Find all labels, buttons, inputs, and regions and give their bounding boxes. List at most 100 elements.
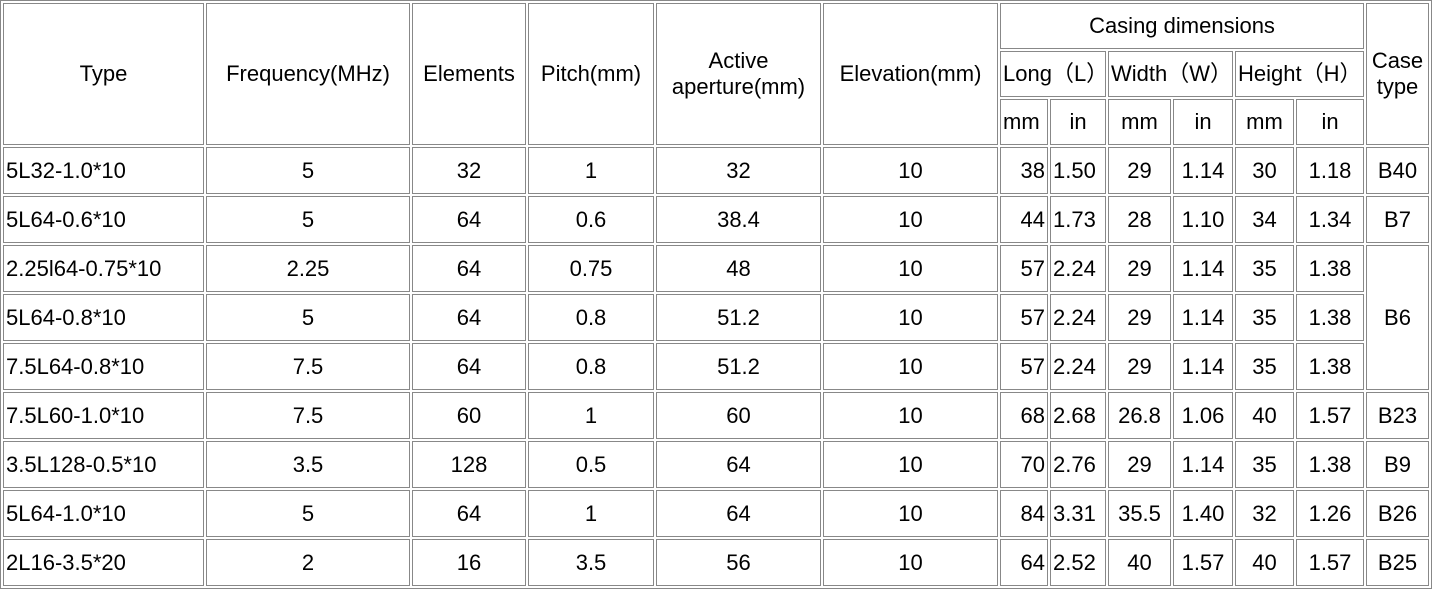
table-cell: 2.24 [1050, 294, 1106, 341]
table-cell: 10 [823, 196, 998, 243]
table-cell: 35 [1235, 245, 1294, 292]
table-cell: 5 [206, 147, 410, 194]
table-cell: 1.26 [1296, 490, 1364, 537]
table-row: 2L16-3.5*20 2 16 3.5 56 10 64 2.52 40 1.57 40 1.57 B… [3, 539, 1429, 586]
table-cell: 0.8 [528, 343, 654, 390]
table-cell: 57 [1000, 245, 1048, 292]
table-cell: 35 [1235, 294, 1294, 341]
table-cell: 1.38 [1296, 294, 1364, 341]
table-cell: 60 [656, 392, 821, 439]
header-cell: Pitch(mm) [528, 3, 654, 145]
unit-header: in [1296, 99, 1364, 145]
table-cell: 1.38 [1296, 441, 1364, 488]
table-row: 7.5L64-0.8*10 7.5 64 0.8 51.2 10 57 2.24 29 1.14 3… [3, 343, 1429, 390]
table-cell: 1 [528, 147, 654, 194]
header-cell: Long（L） [1000, 51, 1106, 97]
table-cell: 57 [1000, 343, 1048, 390]
unit-header: mm [1235, 99, 1294, 145]
header-cell: Elements [412, 3, 526, 145]
header-cell: Casing dimensions [1000, 3, 1364, 49]
header-cell: Active aperture(mm) [656, 3, 821, 145]
header-cell: Width（W） [1108, 51, 1233, 97]
table-cell: 28 [1108, 196, 1171, 243]
header-cell: Type [3, 3, 204, 145]
table-cell: 64 [656, 441, 821, 488]
table-cell: 10 [823, 245, 998, 292]
table-cell: 1.57 [1296, 392, 1364, 439]
table-row: 3.5L128-0.5*10 3.5 128 0.5 64 10 70 2.76 29 1.14 3… [3, 441, 1429, 488]
table-cell: 34 [1235, 196, 1294, 243]
table-cell: 38.4 [656, 196, 821, 243]
table-cell: 1.57 [1173, 539, 1233, 586]
table-cell: B9 [1366, 441, 1429, 488]
table-cell: B23 [1366, 392, 1429, 439]
table-cell: 10 [823, 294, 998, 341]
table-cell: 1.38 [1296, 245, 1364, 292]
table-cell: 35 [1235, 343, 1294, 390]
table-cell: 5 [206, 196, 410, 243]
table-cell: 1.57 [1296, 539, 1364, 586]
unit-header: mm [1000, 99, 1048, 145]
table-cell: 1.34 [1296, 196, 1364, 243]
table-cell: 64 [412, 294, 526, 341]
table-cell: 1.14 [1173, 245, 1233, 292]
table-cell: 32 [412, 147, 526, 194]
table-cell: 2.68 [1050, 392, 1106, 439]
table-cell: B40 [1366, 147, 1429, 194]
table-cell: 2.25l64-0.75*10 [3, 245, 204, 292]
table-cell: 51.2 [656, 294, 821, 341]
table-cell: 29 [1108, 294, 1171, 341]
table-cell: 1.14 [1173, 441, 1233, 488]
unit-header: mm [1108, 99, 1171, 145]
table-cell: 30 [1235, 147, 1294, 194]
table-cell: 5L64-0.6*10 [3, 196, 204, 243]
table-cell: 56 [656, 539, 821, 586]
table-cell: 64 [412, 343, 526, 390]
table-cell: 64 [412, 196, 526, 243]
table-cell: 7.5L64-0.8*10 [3, 343, 204, 390]
table-cell: B7 [1366, 196, 1429, 243]
table-cell: 1.40 [1173, 490, 1233, 537]
table-row: 5L64-1.0*10 5 64 1 64 10 84 3.31 35.5 1.40 32 1.26 B… [3, 490, 1429, 537]
table-cell: 16 [412, 539, 526, 586]
table-cell: 0.6 [528, 196, 654, 243]
table-cell: 64 [412, 245, 526, 292]
table-cell: 10 [823, 392, 998, 439]
table-cell: 35 [1235, 441, 1294, 488]
table-cell: 70 [1000, 441, 1048, 488]
table-cell: B6 [1366, 245, 1429, 390]
table-cell: 48 [656, 245, 821, 292]
table-cell: 1.18 [1296, 147, 1364, 194]
table-cell: 29 [1108, 343, 1171, 390]
table-cell: 57 [1000, 294, 1048, 341]
table-cell: 32 [656, 147, 821, 194]
table-cell: 64 [412, 490, 526, 537]
table-cell: B26 [1366, 490, 1429, 537]
table-cell: 10 [823, 343, 998, 390]
table-cell: 1.10 [1173, 196, 1233, 243]
table-cell: 5 [206, 490, 410, 537]
table-cell: 0.75 [528, 245, 654, 292]
header-cell: Elevation(mm) [823, 3, 998, 145]
table-row: 5L64-0.6*10 5 64 0.6 38.4 10 44 1.73 28 1.10 34 1.3… [3, 196, 1429, 243]
table-cell: 1.14 [1173, 343, 1233, 390]
table-cell: 2.24 [1050, 245, 1106, 292]
table-cell: 2.25 [206, 245, 410, 292]
table-cell: 29 [1108, 245, 1171, 292]
table-cell: 60 [412, 392, 526, 439]
table-cell: 2.76 [1050, 441, 1106, 488]
table-cell: 84 [1000, 490, 1048, 537]
table-cell: 26.8 [1108, 392, 1171, 439]
table-cell: 128 [412, 441, 526, 488]
table-cell: 10 [823, 441, 998, 488]
table-row: 2.25l64-0.75*10 2.25 64 0.75 48 10 57 2.24 29 1.1… [3, 245, 1429, 390]
header-cell: Height（H） [1235, 51, 1364, 97]
table-cell: 2L16-3.5*20 [3, 539, 204, 586]
table-cell: 10 [823, 490, 998, 537]
unit-header: in [1173, 99, 1233, 145]
table-cell: 44 [1000, 196, 1048, 243]
table-cell: 68 [1000, 392, 1048, 439]
table-cell: 1 [528, 392, 654, 439]
table-cell: 5L64-1.0*10 [3, 490, 204, 537]
